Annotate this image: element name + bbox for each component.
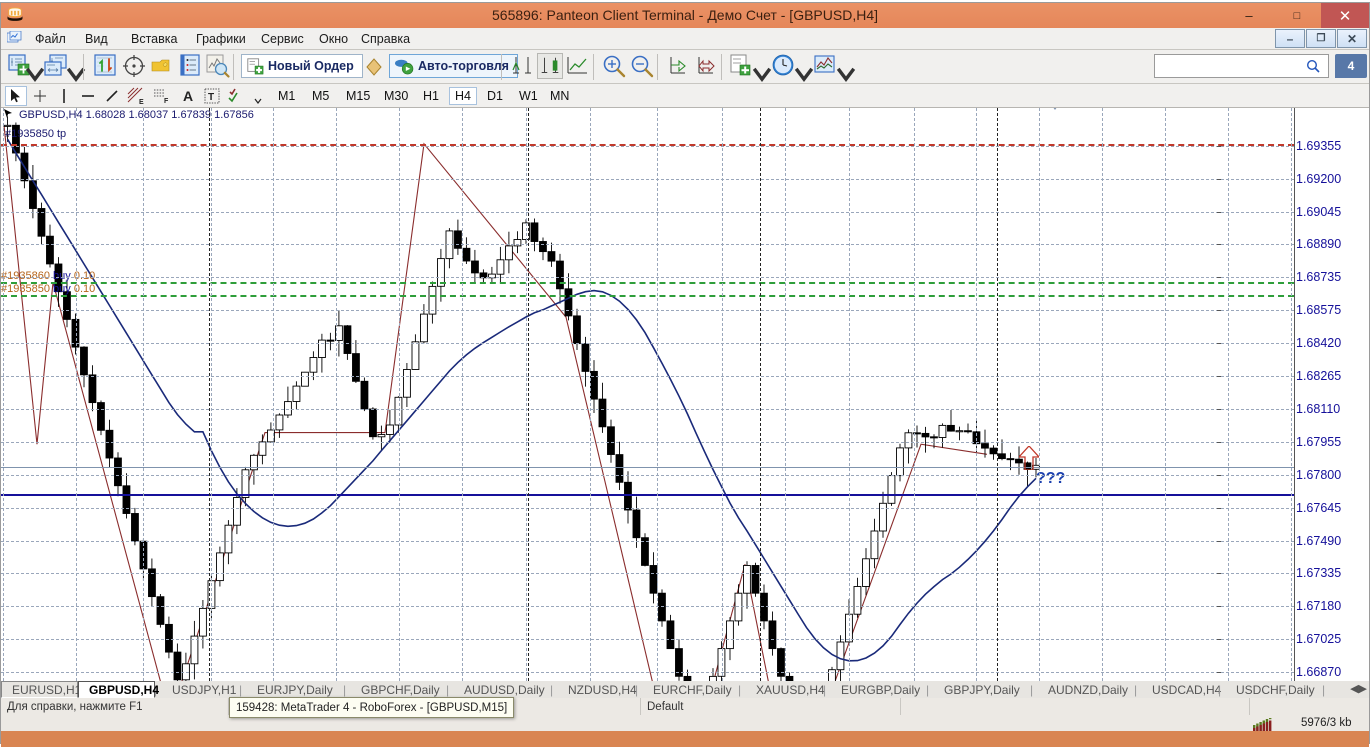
svg-text:E: E [139,99,144,105]
svg-text:T: T [208,92,214,103]
svg-text:F: F [164,98,169,104]
